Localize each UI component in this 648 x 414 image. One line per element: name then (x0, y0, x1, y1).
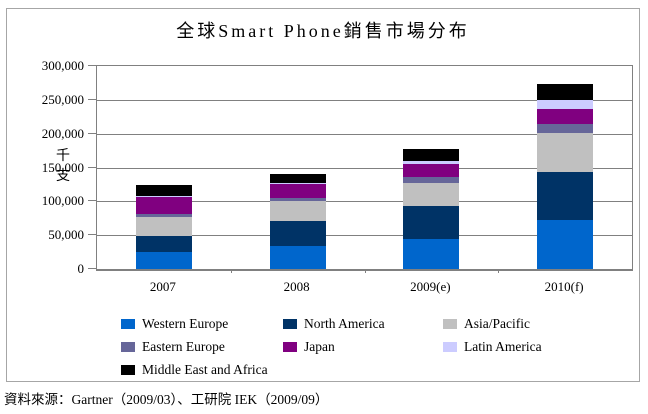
gridline (97, 134, 632, 135)
bar-segment-middle-east-and-africa-2009e (403, 148, 460, 161)
x-axis-line (96, 269, 633, 271)
bar-segment-north-america-2008 (269, 221, 326, 247)
legend-label: Middle East and Africa (142, 362, 268, 377)
y-axis-tick-label: 0 (77, 261, 85, 276)
bar-segment-latin-america-2009e (403, 160, 460, 165)
bar-segment-asia-pacific-2010f (537, 133, 594, 173)
x-axis-label-2009e: 2009(e) (410, 279, 451, 294)
y-axis-tick-label: 300,000 (41, 58, 84, 73)
y-axis-tick (88, 98, 96, 100)
x-axis-label-2010f: 2010(f) (544, 279, 584, 294)
bar-segment-asia-pacific-2008 (269, 201, 326, 222)
legend-item-asia-pacific: Asia/Pacific (443, 317, 530, 330)
legend-item-eastern-europe: Eastern Europe (121, 340, 225, 353)
x-axis-label-2008: 2008 (283, 279, 310, 294)
y-axis-tick (88, 166, 96, 168)
bar-segment-eastern-europe-2008 (269, 197, 326, 202)
legend-item-middle-east-and-africa: Middle East and Africa (121, 363, 268, 376)
legend-label: North America (304, 316, 385, 331)
bar-segment-japan-2010f (537, 109, 594, 124)
y-axis-tick (88, 65, 96, 66)
bar-segment-asia-pacific-2009e (403, 182, 460, 207)
bar-segment-japan-2007 (135, 196, 192, 214)
legend-swatch (121, 365, 135, 375)
y-axis-tick-label: 100,000 (41, 193, 84, 209)
legend: Western Europe North America Asia/Pacific E… (7, 9, 639, 381)
bar-segment-north-america-2007 (135, 235, 192, 252)
bar-segment-middle-east-and-africa-2010f (537, 83, 594, 100)
bar-segment-middle-east-and-africa-2008 (269, 173, 326, 184)
legend-swatch (121, 342, 135, 352)
gridline (97, 168, 632, 169)
chart-frame: 全球Smart Phone銷售市場分布 千支 300,000 250,000 200… (6, 8, 640, 382)
y-axis-tick-label: 150,000 (41, 159, 84, 175)
y-axis-tick (88, 200, 96, 202)
y-axis-tick-label: 200,000 (41, 125, 84, 141)
y-axis-unit-label: 千支 (56, 149, 70, 184)
legend-item-western-europe: Western Europe (121, 317, 228, 330)
plot-area (96, 65, 633, 273)
bar-segment-asia-pacific-2007 (135, 216, 192, 236)
legend-swatch (443, 319, 457, 329)
chart-title: 全球Smart Phone銷售市場分布 (176, 21, 470, 41)
bar-segment-north-america-2010f (537, 172, 594, 220)
bar-segment-western-europe-2009e (403, 238, 460, 269)
legend-label: Western Europe (142, 316, 229, 331)
legend-label: Latin America (464, 339, 542, 354)
x-axis-tick (498, 269, 500, 273)
bar-segment-western-europe-2010f (537, 219, 594, 269)
bar-segment-eastern-europe-2009e (403, 176, 460, 183)
bar-segment-japan-2009e (403, 164, 460, 177)
bar-segment-middle-east-and-africa-2007 (135, 185, 192, 196)
legend-swatch (283, 342, 297, 352)
y-axis-tick (88, 132, 96, 134)
legend-item-latin-america: Latin America (443, 340, 542, 353)
bar-segment-japan-2008 (269, 184, 326, 198)
x-axis-tick (364, 269, 366, 273)
gridline (97, 235, 632, 236)
bar-segment-latin-america-2008 (269, 183, 326, 185)
y-axis-tick-label: 50,000 (48, 227, 84, 243)
legend-swatch (443, 342, 457, 352)
x-axis-tick (230, 269, 232, 273)
legend-label: Eastern Europe (142, 339, 225, 354)
y-axis-tick (88, 234, 96, 236)
bar-segment-latin-america-2010f (537, 99, 594, 110)
x-axis-label-2007: 2007 (149, 279, 176, 294)
legend-item-north-america: North America (283, 317, 385, 330)
bar-segment-eastern-europe-2010f (537, 123, 594, 133)
legend-item-japan: Japan (283, 340, 335, 353)
bar-segment-latin-america-2007 (135, 195, 192, 197)
legend-swatch (283, 319, 297, 329)
legend-label: Asia/Pacific (464, 316, 530, 331)
legend-label: Japan (304, 339, 335, 354)
gridline (97, 100, 632, 101)
bar-segment-western-europe-2008 (269, 246, 326, 269)
bar-segment-north-america-2009e (403, 206, 460, 239)
y-axis-tick (88, 268, 96, 269)
gridline (97, 201, 632, 202)
bar-segment-western-europe-2007 (135, 251, 192, 269)
y-axis-tick-label: 250,000 (41, 91, 84, 107)
bar-segment-eastern-europe-2007 (135, 213, 192, 217)
legend-swatch (121, 319, 135, 329)
source-note: 資料來源：Gartner（2009/03）、工研院 IEK（2009/09） (4, 392, 329, 407)
